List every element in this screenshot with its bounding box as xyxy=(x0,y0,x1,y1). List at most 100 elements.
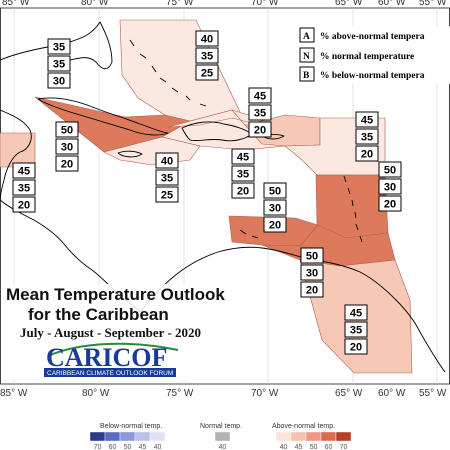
coast-jamaica xyxy=(117,150,143,158)
category-cell xyxy=(155,152,179,169)
above-normal-value: 50 xyxy=(61,125,73,137)
normal-value: 35 xyxy=(201,51,213,63)
colorbar-above-tick: 60 xyxy=(325,444,333,450)
region-west xyxy=(0,132,36,168)
title-line1: Mean Temperature Outlook xyxy=(6,285,225,304)
colorbar-above-swatch xyxy=(335,431,352,442)
normal-value: 30 xyxy=(384,182,396,194)
legend-key-text: % below-normal tempera xyxy=(320,71,425,81)
logo-wordmark: CARICOF xyxy=(46,343,167,372)
category-cell xyxy=(55,138,79,155)
category-cell xyxy=(47,55,71,72)
legend-key-text: % normal temperature xyxy=(320,52,414,62)
region-leewards xyxy=(315,174,389,239)
title-line2: for the Caribbean xyxy=(28,305,169,324)
category-box-belize: 45 35 20 xyxy=(12,162,36,213)
lon-label: 75° W xyxy=(166,0,194,8)
above-normal-value: 40 xyxy=(161,156,173,168)
lon-label: 65° W xyxy=(335,388,363,399)
lon-label: 60° W xyxy=(378,0,406,8)
colorbar-below-tick: 45 xyxy=(139,444,147,450)
colorbar-below-tick: 70 xyxy=(94,444,102,450)
above-normal-value: 50 xyxy=(384,165,396,177)
lon-label: 70° W xyxy=(251,388,279,399)
above-normal-value: 45 xyxy=(361,115,373,127)
lon-label: 55° W xyxy=(419,0,447,8)
below-normal-value: 25 xyxy=(201,68,213,80)
caricof-logo: CARICOF CARIBBEAN CLIMATE OUTLOOK FORUM xyxy=(44,342,179,377)
above-normal-value: 50 xyxy=(306,251,318,263)
colorbar-above-swatch xyxy=(320,431,337,442)
category-cell xyxy=(248,104,272,121)
category-cell xyxy=(355,145,379,162)
lon-labels-bottom: 85° W 80° W 75° W 70° W 65° W 60° W 55° … xyxy=(0,388,447,399)
normal-value: 35 xyxy=(161,173,173,185)
lon-label: 85° W xyxy=(0,388,28,399)
below-normal-value: 20 xyxy=(306,285,318,297)
category-cell xyxy=(300,247,324,264)
lon-label: 60° W xyxy=(378,388,406,399)
normal-value: 35 xyxy=(237,169,249,181)
title-block: Mean Temperature Outlook for the Caribbe… xyxy=(2,284,264,380)
legend-letter: N xyxy=(303,52,310,62)
colorbar-above-swatch xyxy=(305,431,322,442)
below-normal-value: 20 xyxy=(61,159,73,171)
normal-value: 35 xyxy=(53,59,65,71)
colorbar-above-swatch xyxy=(290,431,307,442)
above-normal-value: 50 xyxy=(269,186,281,198)
legend-key: A % above-normal tempera N % normal temp… xyxy=(298,26,450,84)
lon-label: 85° W xyxy=(2,0,30,8)
logo-swoosh xyxy=(47,342,179,357)
category-cell xyxy=(355,111,379,128)
category-box-hispaniola: 45 35 20 xyxy=(248,87,272,138)
normal-value: 35 xyxy=(254,108,266,120)
legend-letter: A xyxy=(303,32,310,42)
category-cell xyxy=(47,72,71,89)
colorbar-normal-tick: 40 xyxy=(219,444,227,450)
below-normal-value: 20 xyxy=(350,342,362,354)
category-cell xyxy=(263,216,287,233)
above-normal-value: 45 xyxy=(18,166,30,178)
below-normal-value: 20 xyxy=(269,220,281,232)
category-cell xyxy=(300,264,324,281)
category-cell xyxy=(248,87,272,104)
category-box-bahamas: 40 35 25 xyxy=(195,30,219,81)
category-cell xyxy=(47,38,71,55)
below-normal-value: 20 xyxy=(384,199,396,211)
category-cell xyxy=(12,162,36,179)
colorbar-below-tick: 40 xyxy=(154,444,162,450)
above-normal-value: 45 xyxy=(254,91,266,103)
below-normal-value: 30 xyxy=(53,76,65,88)
category-box-atlantic: 45 35 20 xyxy=(355,111,379,162)
colorbar-normal-label: Normal temp. xyxy=(200,423,242,430)
below-normal-value: 20 xyxy=(361,149,373,161)
lon-label: 75° W xyxy=(166,388,194,399)
normal-value: 35 xyxy=(18,183,30,195)
lon-label: 80° W xyxy=(82,388,110,399)
normal-value: 30 xyxy=(306,268,318,280)
category-cell xyxy=(55,155,79,172)
colorbar-below-swatch xyxy=(89,431,106,442)
legend-letter-box xyxy=(299,66,315,82)
logo-tagline-bg xyxy=(44,368,176,377)
colorbar: Below-normal temp. Normal temp. Above-no… xyxy=(89,423,352,450)
below-normal-value: 20 xyxy=(18,200,30,212)
category-cell xyxy=(344,321,368,338)
legend-key-text: % above-normal tempera xyxy=(320,32,425,42)
category-cell xyxy=(344,338,368,355)
category-box-abc: 50 30 20 xyxy=(300,247,324,298)
above-normal-value: 40 xyxy=(201,34,213,46)
category-cell xyxy=(55,121,79,138)
normal-value: 30 xyxy=(269,203,281,215)
category-cell xyxy=(263,182,287,199)
category-boxes: 40 35 25 35 35 30 50 30 20 40 35 25 45 35 20 45 35 20 45 35… xyxy=(12,30,402,355)
category-cell xyxy=(195,30,219,47)
category-box-guianas: 45 35 20 xyxy=(344,304,368,355)
colorbar-above-tick: 70 xyxy=(340,444,348,450)
legend-letter: B xyxy=(303,71,310,81)
colorbar-below-swatch xyxy=(104,431,121,442)
coast-hispaniola xyxy=(181,121,253,142)
category-box-jamaica: 40 35 25 xyxy=(155,152,179,203)
category-box-cuba: 50 30 20 xyxy=(55,121,79,172)
